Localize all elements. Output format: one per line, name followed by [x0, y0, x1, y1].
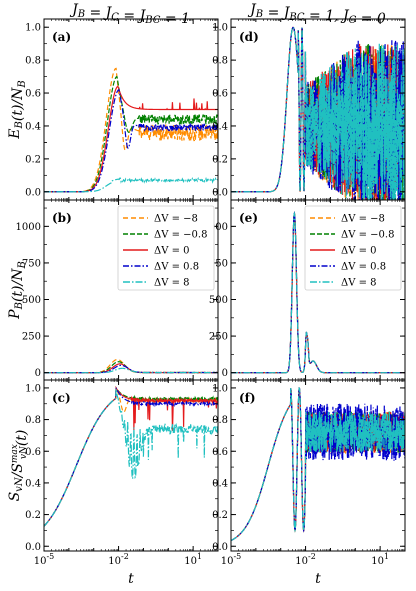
x-tick-label: 101	[184, 552, 202, 567]
y-tick-label: 0.0	[212, 542, 228, 553]
legend-label: ΔV = 0	[154, 246, 190, 257]
y-tick-label: 0.6	[25, 447, 41, 458]
panel-curves-e	[231, 211, 405, 374]
panel-curves-d	[231, 26, 405, 200]
legend-label: ΔV = −0.8	[154, 230, 207, 241]
panel-curves-a	[44, 67, 218, 193]
panel-label: (a)	[52, 30, 71, 44]
series-line	[231, 387, 405, 542]
x-tick-label: 10-2	[295, 552, 316, 567]
y-axis-title: SvN/SmaxvN(t)S_vN/S_vN^max(t)	[7, 430, 30, 502]
y-tick-label: 0.8	[25, 415, 41, 426]
y-tick-label: 1.0	[25, 383, 41, 394]
panel-label: (d)	[239, 30, 259, 44]
y-tick-label: 0.0	[212, 187, 228, 198]
panel-curves-f	[231, 387, 405, 542]
y-tick-label: 0.2	[25, 510, 41, 521]
legend-label: ΔV = 8	[341, 278, 377, 289]
x-axis-title: t	[315, 571, 321, 587]
legend-label: ΔV = −0.8	[341, 230, 394, 241]
y-tick-label: 0.8	[25, 56, 41, 67]
legend-label: ΔV = 0.8	[341, 262, 386, 273]
x-tick-label: 101	[371, 552, 389, 567]
y-tick-label: 0.6	[212, 89, 228, 100]
y-tick-label: 500	[209, 295, 228, 306]
series-line	[44, 364, 218, 374]
x-tick-label: 10-5	[34, 552, 55, 567]
series-line	[44, 386, 218, 527]
y-tick-label: 0.4	[212, 478, 228, 489]
column-title: JB = JC = JBC = 1	[69, 2, 190, 27]
y-tick-label: 0	[222, 368, 228, 379]
panel-curves-c	[44, 385, 218, 527]
y-tick-label: 250	[22, 332, 41, 343]
y-tick-label: 0.4	[25, 478, 41, 489]
series-line	[44, 385, 218, 527]
y-tick-label: 0.2	[212, 510, 228, 521]
y-tick-label: 750	[22, 258, 41, 269]
legend-label: ΔV = 8	[154, 278, 190, 289]
legend-box	[117, 205, 215, 291]
y-tick-label: 0.8	[212, 415, 228, 426]
axes-frame	[230, 379, 406, 552]
y-tick-label: 500	[22, 295, 41, 306]
legend-box	[304, 205, 402, 291]
column-title: JB = JBC = 1, JC = 0	[247, 2, 386, 27]
legend-label: ΔV = 0.8	[154, 262, 199, 273]
series-line	[44, 88, 218, 193]
y-tick-label: 0.2	[212, 154, 228, 165]
y-tick-label: 1.0	[212, 23, 228, 34]
series-line	[44, 387, 218, 527]
series-line	[44, 176, 218, 193]
y-tick-label: 1.0	[212, 383, 228, 394]
y-tick-label: 1.0	[25, 23, 41, 34]
series-line	[231, 26, 405, 200]
y-tick-label: 0.8	[212, 56, 228, 67]
y-tick-label: 0.0	[25, 542, 41, 553]
x-axis-title: t	[128, 571, 134, 587]
series-line	[44, 367, 218, 374]
panel-curves-b	[44, 358, 218, 374]
y-tick-label: 0.0	[25, 187, 41, 198]
legend: ΔV = −8 ΔV = −0.8 ΔV = 0 ΔV = 0.8 ΔV = 8	[304, 205, 402, 291]
y-tick-label: 1000	[16, 222, 41, 233]
y-axis-title: PB(t)/NBP_B(t)/N_B	[7, 261, 28, 320]
legend-label: ΔV = −8	[154, 214, 198, 225]
y-tick-label: 250	[209, 332, 228, 343]
y-tick-label: 0.4	[25, 121, 41, 132]
legend-label: ΔV = −8	[341, 214, 385, 225]
series-line	[44, 387, 218, 527]
y-tick-label: 750	[209, 258, 228, 269]
panel-label: (b)	[52, 211, 72, 225]
y-tick-label: 0	[35, 368, 41, 379]
legend-label: ΔV = 0	[341, 246, 377, 257]
y-tick-label: 0.4	[212, 121, 228, 132]
axes-frame	[43, 379, 219, 552]
series-line	[44, 388, 218, 527]
legend: ΔV = −8 ΔV = −0.8 ΔV = 0 ΔV = 0.8 ΔV = 8	[117, 205, 215, 291]
panel-label: (c)	[52, 391, 71, 405]
y-tick-label: 1000	[203, 222, 228, 233]
x-tick-label: 10-5	[221, 552, 242, 567]
series-line	[231, 211, 405, 374]
y-tick-label: 0.2	[25, 154, 41, 165]
panel-label: (e)	[239, 211, 258, 225]
y-axis-title: EB(t)/NBE_B(t)/N_B	[7, 80, 28, 139]
series-line	[231, 387, 405, 542]
y-tick-label: 0.6	[25, 89, 41, 100]
y-tick-label: 0.6	[212, 447, 228, 458]
panel-label: (f)	[239, 391, 256, 405]
x-tick-label: 10-2	[108, 552, 129, 567]
